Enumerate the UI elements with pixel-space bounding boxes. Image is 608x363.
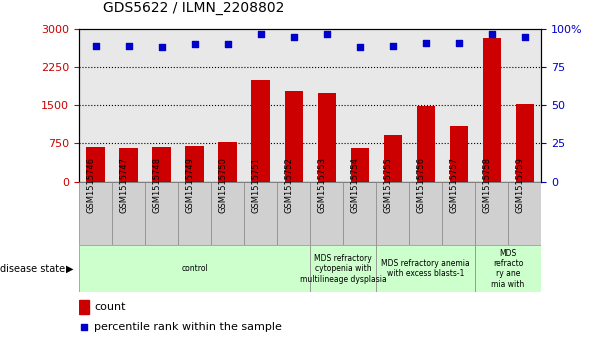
- Bar: [508, 182, 541, 245]
- Text: GSM1515748: GSM1515748: [153, 157, 162, 213]
- Bar: [442, 182, 475, 245]
- Text: GSM1515752: GSM1515752: [285, 157, 294, 213]
- Bar: [475, 245, 541, 292]
- Bar: [211, 182, 244, 245]
- Text: GSM1515758: GSM1515758: [483, 157, 492, 213]
- Text: MDS
refracto
ry ane
mia with: MDS refracto ry ane mia with: [491, 249, 525, 289]
- Point: [520, 34, 530, 40]
- Point: [351, 233, 361, 239]
- Bar: [384, 135, 402, 182]
- Bar: [310, 182, 343, 245]
- Point: [190, 41, 199, 47]
- Text: GSM1515756: GSM1515756: [416, 157, 426, 213]
- Point: [223, 41, 232, 47]
- Text: GSM1515754: GSM1515754: [351, 157, 359, 213]
- Text: control: control: [181, 264, 208, 273]
- Point: [388, 43, 398, 49]
- Text: GDS5622 / ILMN_2208802: GDS5622 / ILMN_2208802: [103, 0, 285, 15]
- Bar: [350, 148, 368, 182]
- Bar: [119, 148, 137, 182]
- Point: [421, 40, 430, 46]
- Bar: [483, 38, 500, 182]
- Text: percentile rank within the sample: percentile rank within the sample: [94, 322, 282, 332]
- Point: [354, 44, 364, 50]
- Text: GSM1515751: GSM1515751: [252, 157, 261, 213]
- Bar: [218, 142, 237, 182]
- Point: [157, 44, 167, 50]
- Bar: [79, 182, 112, 245]
- Point: [454, 40, 463, 46]
- Text: GSM1515749: GSM1515749: [185, 157, 195, 213]
- Bar: [252, 80, 269, 182]
- Text: GSM1515750: GSM1515750: [218, 157, 227, 213]
- Bar: [153, 147, 171, 182]
- Bar: [112, 182, 145, 245]
- Bar: [317, 93, 336, 182]
- Bar: [244, 182, 277, 245]
- Point: [322, 31, 331, 37]
- Text: ▶: ▶: [66, 264, 74, 274]
- Bar: [285, 91, 303, 182]
- Bar: [178, 182, 211, 245]
- Bar: [376, 182, 409, 245]
- Bar: [310, 245, 376, 292]
- Bar: [145, 182, 178, 245]
- Bar: [475, 182, 508, 245]
- Text: MDS refractory anemia
with excess blasts-1: MDS refractory anemia with excess blasts…: [381, 259, 470, 278]
- Text: disease state: disease state: [0, 264, 65, 274]
- Text: GSM1515747: GSM1515747: [120, 157, 128, 213]
- Point: [91, 43, 100, 49]
- Bar: [277, 182, 310, 245]
- Point: [256, 31, 266, 37]
- Bar: [185, 146, 204, 182]
- Text: GSM1515759: GSM1515759: [516, 157, 525, 213]
- Bar: [86, 147, 105, 182]
- Bar: [449, 126, 468, 182]
- Text: GSM1515755: GSM1515755: [384, 157, 393, 213]
- Bar: [79, 245, 310, 292]
- Bar: [79, 300, 89, 314]
- Text: GSM1515746: GSM1515746: [86, 157, 95, 213]
- Text: GSM1515753: GSM1515753: [317, 157, 326, 213]
- Bar: [376, 245, 475, 292]
- Point: [123, 43, 133, 49]
- Text: count: count: [94, 302, 126, 312]
- Point: [289, 34, 299, 40]
- Text: GSM1515757: GSM1515757: [449, 157, 458, 213]
- Bar: [409, 182, 442, 245]
- Bar: [416, 106, 435, 182]
- Text: MDS refractory
cytopenia with
multilineage dysplasia: MDS refractory cytopenia with multilinea…: [300, 254, 387, 284]
- Bar: [516, 104, 534, 182]
- Bar: [343, 182, 376, 245]
- Point: [487, 31, 497, 37]
